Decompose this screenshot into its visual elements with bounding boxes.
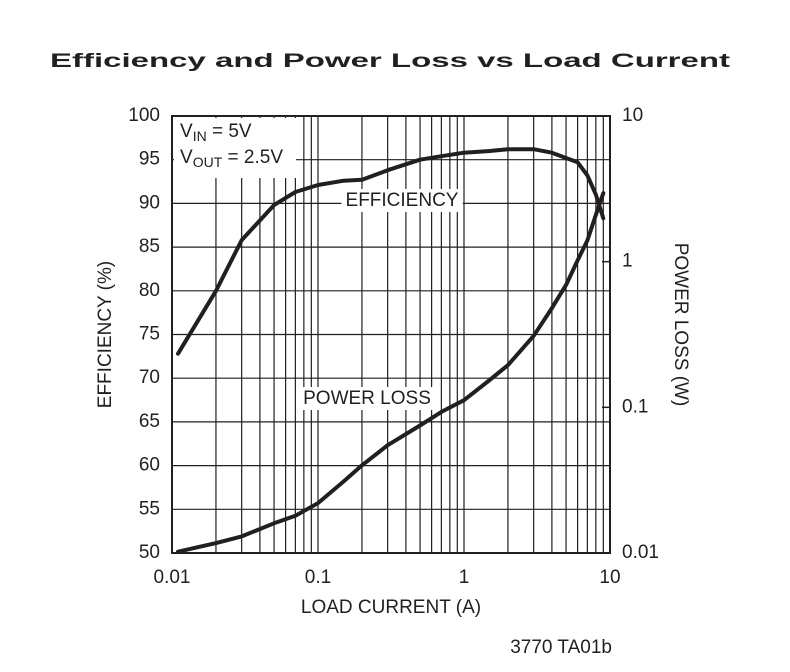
y-tick-label: 50 [139,542,160,563]
y2-tick-label: 1 [622,251,633,272]
series-line [176,147,606,356]
series-label: EFFICIENCY [346,190,459,211]
annotation-sub: OUT [193,154,223,170]
x-tick-label: 0.1 [305,567,331,588]
annotation-box [174,118,296,178]
y-tick-label: 100 [128,105,160,126]
chart-title: Efficiency and Power Loss vs Load Curren… [50,51,731,72]
series-label: POWER LOSS [303,388,431,409]
annotation: VIN = 5V [180,121,252,144]
plot-frame [171,115,611,554]
y-tick-label: 75 [139,324,160,345]
x-tick-label: 1 [459,567,470,588]
series-line [176,191,606,554]
annotation-text: V [180,147,193,168]
annotation-sub: IN [193,128,207,144]
y2-tick-label: 0.1 [622,396,648,417]
y2-tick-label: 0.01 [622,542,659,563]
x-tick-label: 10 [599,567,620,588]
y-tick-label: 80 [139,280,160,301]
y-tick-label: 60 [139,455,160,476]
y2-tick-label: 10 [622,105,643,126]
annotation-rest: = 5V [207,121,252,142]
x-tick-label: 0.01 [154,567,191,588]
series-label-bg [341,189,463,213]
y-tick-label: 65 [139,411,160,432]
y-tick-label: 90 [139,192,160,213]
annotation-text: V [180,121,193,142]
y-tick-label: 70 [139,367,160,388]
y-tick-label: 85 [139,236,160,257]
y-tick-label: 95 [139,149,160,170]
annotation-rest: = 2.5V [222,147,283,168]
y-axis-title: EFFICIENCY (%) [95,261,116,408]
footnote: 3770 TA01b [510,637,612,658]
y-tick-label: 55 [139,498,160,519]
x-axis-title: LOAD CURRENT (A) [301,597,481,618]
annotation: VOUT = 2.5V [180,147,283,170]
series-label-bg [299,387,435,411]
y2-axis-title: POWER LOSS (W) [670,243,691,407]
